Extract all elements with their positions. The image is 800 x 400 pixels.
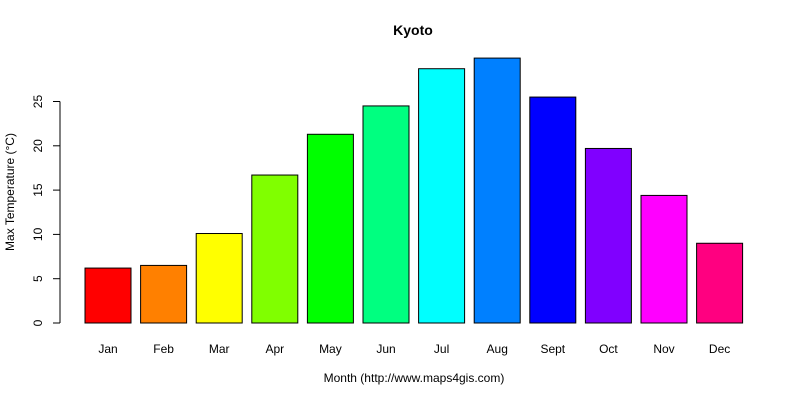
x-tick-label: Jul [434, 342, 449, 356]
x-tick-label: Jan [98, 342, 117, 356]
y-tick-label: 10 [31, 227, 45, 241]
bar-jul [418, 68, 466, 324]
x-tick-label: Sept [540, 342, 565, 356]
bar-mar [195, 233, 243, 324]
x-tick-label: Jun [376, 342, 395, 356]
x-tick-label: Feb [153, 342, 174, 356]
x-tick-label: May [319, 342, 342, 356]
bar-jun [362, 105, 410, 324]
x-tick-label: Oct [599, 342, 618, 356]
x-tick-label: Aug [487, 342, 508, 356]
bar-aug [473, 57, 521, 324]
bar-feb [140, 264, 188, 324]
x-axis-labels: Jan Feb Mar Apr May Jun Jul Aug Sept Oct Nov Dec [98, 342, 730, 356]
bar-may [306, 133, 354, 324]
bar-sept [529, 96, 577, 324]
x-tick-label: Dec [709, 342, 730, 356]
bar-nov [640, 194, 688, 324]
y-tick-label: 25 [31, 95, 45, 109]
bar-apr [251, 174, 299, 324]
bar-oct [584, 147, 632, 324]
bars-group [84, 57, 744, 324]
x-tick-label: Mar [209, 342, 230, 356]
bar-jan [84, 267, 132, 324]
y-axis-title: Max Temperature (°C) [3, 133, 17, 251]
x-axis-title: Month (http://www.maps4gis.com) [324, 371, 505, 385]
y-tick-label: 0 [31, 319, 45, 326]
chart-title: Kyoto [393, 22, 433, 38]
y-tick-label: 15 [31, 183, 45, 197]
x-tick-label: Nov [653, 342, 674, 356]
bar-dec [696, 242, 744, 324]
x-tick-label: Apr [265, 342, 284, 356]
y-axis: 0 5 10 15 20 25 [31, 95, 61, 326]
y-tick-label: 5 [31, 275, 45, 282]
y-tick-label: 20 [31, 139, 45, 153]
